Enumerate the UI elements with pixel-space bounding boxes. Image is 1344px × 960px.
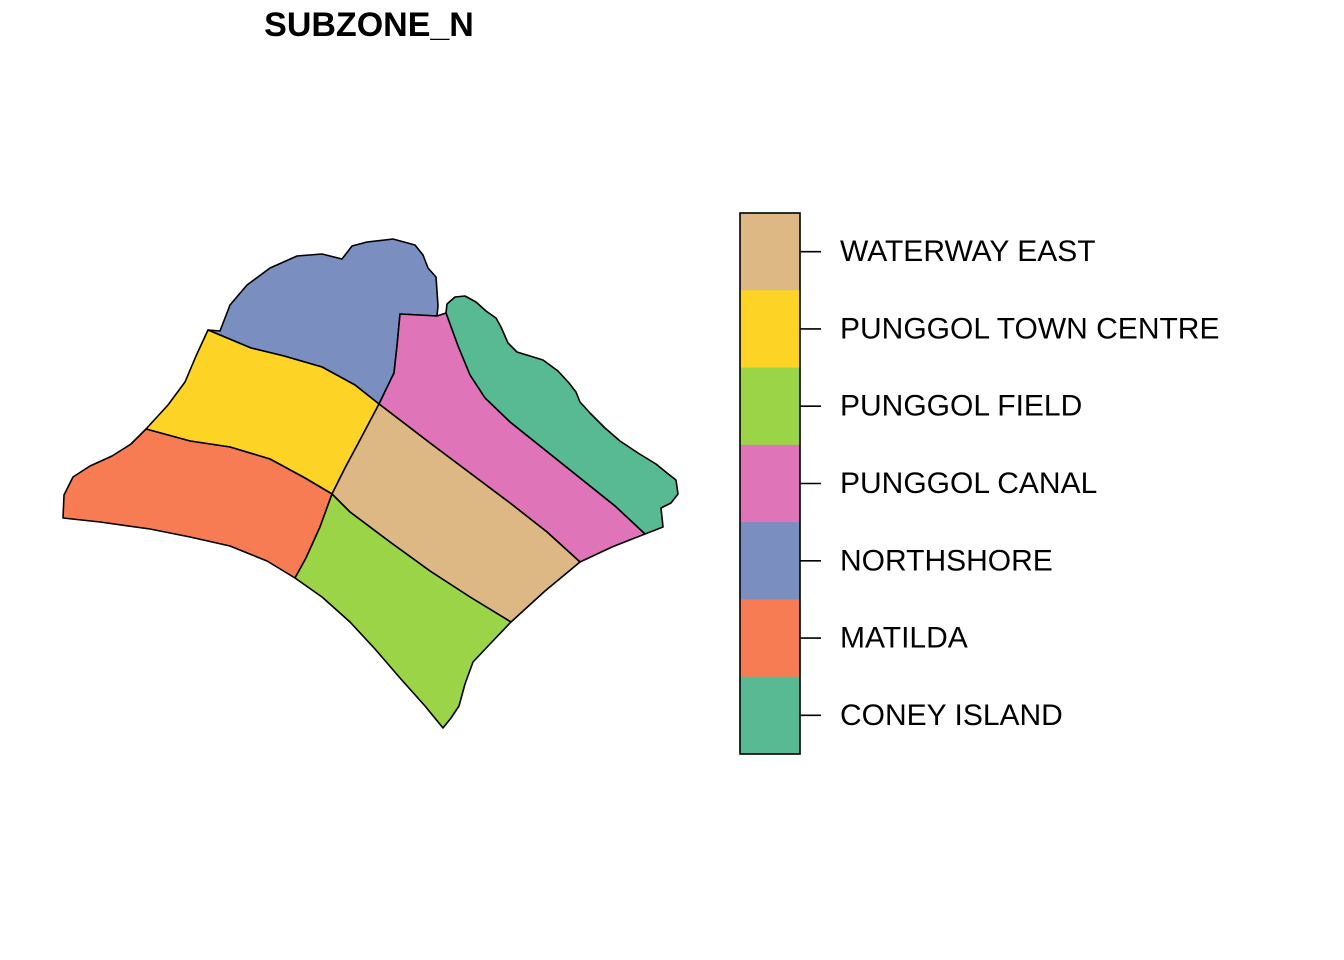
- legend-swatch-punggol-town-centre: [740, 290, 800, 369]
- map-regions: [62, 238, 679, 729]
- legend-swatch-waterway-east: [740, 213, 800, 291]
- map-legend: WATERWAY EAST PUNGGOL TOWN CENTRE PUNGGOL …: [739, 212, 1219, 755]
- legend-label-matilda: MATILDA: [840, 622, 968, 655]
- legend-label-punggol-canal: PUNGGOL CANAL: [840, 467, 1097, 500]
- legend-label-waterway-east: WATERWAY EAST: [840, 235, 1096, 268]
- legend-label-northshore: NORTHSHORE: [840, 544, 1053, 577]
- legend-swatch-coney-island: [740, 676, 800, 755]
- region-matilda: [62, 428, 333, 579]
- legend-swatch-punggol-field: [740, 367, 800, 446]
- legend-swatch-punggol-canal: [740, 444, 800, 523]
- legend-label-punggol-field: PUNGGOL FIELD: [840, 390, 1082, 423]
- map-title: SUBZONE_N: [264, 6, 474, 44]
- legend-swatch-matilda: [740, 599, 800, 678]
- legend-swatch-northshore: [740, 522, 800, 600]
- region-punggol-field: [294, 493, 512, 729]
- legend-label-coney-island: CONEY ISLAND: [840, 699, 1063, 732]
- legend-label-punggol-town-centre: PUNGGOL TOWN CENTRE: [840, 312, 1219, 345]
